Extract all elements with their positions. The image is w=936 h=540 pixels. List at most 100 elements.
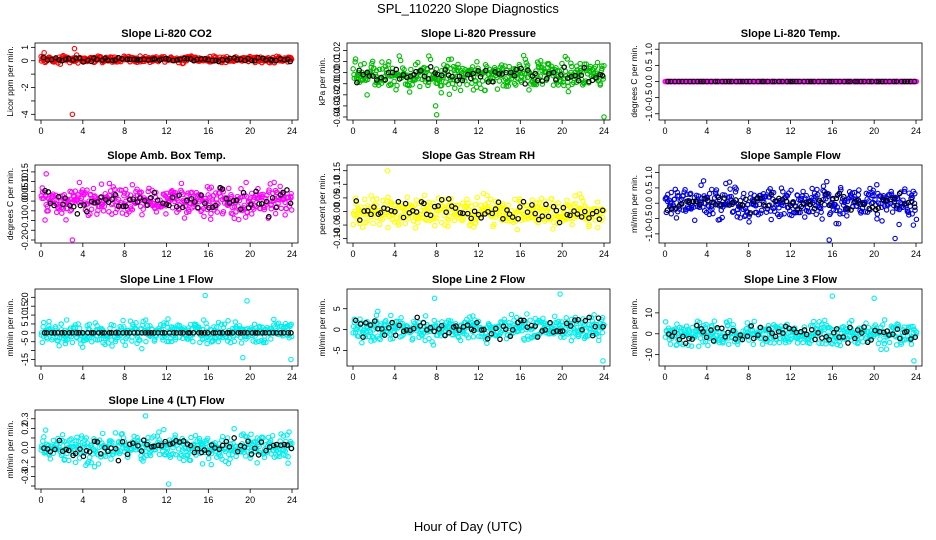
data-point	[76, 325, 83, 332]
data-point-selected	[873, 78, 880, 85]
data-point	[802, 214, 808, 220]
data-point	[163, 320, 170, 327]
data-point	[82, 330, 88, 336]
data-point-selected	[120, 203, 127, 210]
data-point	[522, 56, 529, 63]
data-point-selected	[94, 56, 100, 63]
data-point-selected	[273, 204, 280, 211]
data-point	[840, 210, 846, 217]
data-point	[156, 429, 162, 435]
x-tick-label: 20	[245, 372, 255, 382]
data-point-selected	[599, 207, 606, 214]
data-point	[143, 338, 149, 345]
data-point-selected	[219, 186, 226, 192]
data-point	[78, 433, 85, 439]
data-point	[478, 333, 484, 340]
data-point-selected	[747, 210, 754, 216]
data-point	[572, 193, 578, 199]
data-point-selected	[79, 330, 86, 336]
data-point	[875, 340, 882, 347]
data-point-selected	[784, 78, 790, 85]
data-point	[108, 438, 114, 444]
data-point	[896, 221, 902, 228]
data-point-selected	[159, 330, 165, 336]
data-point	[564, 197, 570, 204]
data-point-outlier	[911, 358, 917, 364]
x-tick-label: 16	[515, 126, 525, 136]
data-point-selected	[353, 198, 360, 204]
data-point	[140, 206, 146, 212]
data-point-selected	[449, 73, 455, 80]
data-point	[506, 63, 512, 70]
data-point-selected	[105, 199, 112, 206]
data-point	[856, 187, 862, 193]
data-point-selected	[808, 78, 814, 85]
data-point	[250, 338, 256, 344]
data-point	[431, 317, 437, 324]
data-point-selected	[521, 317, 527, 324]
x-tick-label: 20	[869, 249, 879, 259]
data-point	[375, 308, 381, 315]
data-point-selected	[715, 194, 722, 201]
data-point	[214, 209, 221, 215]
x-tick-label: 0	[38, 495, 43, 505]
data-point	[47, 456, 54, 462]
data-point-selected	[559, 328, 566, 334]
data-point	[42, 427, 49, 433]
data-point	[62, 340, 69, 347]
data-point-selected	[249, 330, 256, 336]
data-point	[443, 206, 449, 213]
y-tick-label: -0.2	[20, 459, 30, 475]
data-point	[221, 321, 228, 327]
data-point	[765, 322, 772, 329]
data-point	[188, 434, 194, 441]
data-point	[236, 323, 243, 329]
data-point	[385, 224, 391, 231]
y-tick-label: 0.5	[644, 182, 654, 195]
data-point	[781, 211, 787, 217]
data-point	[855, 192, 862, 198]
data-point	[688, 343, 695, 349]
data-point	[465, 334, 472, 341]
data-point-selected	[484, 335, 491, 342]
data-point-selected	[581, 64, 588, 71]
y-tick-label: -0.02	[332, 85, 342, 106]
data-point	[824, 178, 830, 185]
data-point-selected	[443, 209, 449, 215]
data-point	[427, 56, 434, 63]
data-point	[106, 180, 113, 187]
data-point	[912, 190, 918, 197]
data-point-selected	[62, 56, 69, 63]
data-point	[105, 340, 112, 346]
data-point	[874, 211, 881, 217]
data-point	[397, 57, 404, 64]
data-point	[496, 78, 503, 84]
data-point-selected	[726, 78, 732, 85]
data-point-selected	[229, 330, 236, 336]
data-point	[68, 436, 74, 442]
data-point-selected	[564, 211, 570, 218]
data-point	[822, 317, 828, 324]
data-point	[888, 191, 895, 197]
data-point-selected	[70, 203, 77, 210]
data-point-selected	[142, 330, 149, 336]
data-point-selected	[852, 335, 858, 342]
data-point-selected	[836, 190, 843, 197]
data-point	[506, 320, 512, 326]
data-point-selected	[893, 78, 900, 85]
panel-title: Slope Line 3 Flow	[744, 274, 837, 286]
x-tick-label: 24	[599, 249, 609, 259]
data-point	[231, 203, 238, 210]
data-point	[351, 75, 357, 81]
data-point	[823, 341, 829, 347]
data-point-selected	[579, 327, 585, 333]
data-point	[362, 334, 369, 340]
data-point-selected	[803, 331, 810, 338]
y-axis-label: percent per min.	[317, 173, 327, 234]
data-point	[540, 212, 546, 218]
data-point	[391, 78, 397, 85]
